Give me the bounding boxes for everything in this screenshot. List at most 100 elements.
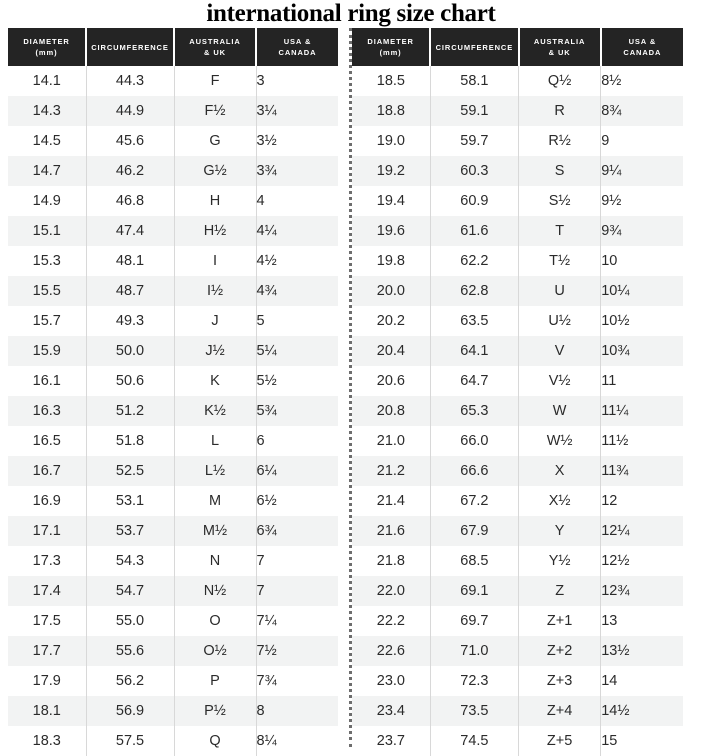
cell-circumference: 44.9 xyxy=(86,96,175,126)
cell-usa-canada: 11½ xyxy=(600,426,683,456)
cell-diameter: 16.1 xyxy=(8,366,87,396)
table-row: 18.8 59.1 R 8¾ xyxy=(352,96,683,126)
cell-usa-canada: 14½ xyxy=(600,696,683,726)
cell-circumference: 54.7 xyxy=(86,576,175,606)
cell-usa-canada: 3¼ xyxy=(256,96,338,126)
cell-diameter: 23.4 xyxy=(352,696,431,726)
table-row: 14.9 46.8 H 4 xyxy=(8,186,338,216)
cell-usa-canada: 10¼ xyxy=(600,276,683,306)
table-divider xyxy=(349,28,355,747)
cell-diameter: 18.5 xyxy=(352,66,431,96)
table-row: 14.5 45.6 G 3½ xyxy=(8,126,338,156)
cell-diameter: 19.4 xyxy=(352,186,431,216)
cell-circumference: 56.2 xyxy=(86,666,175,696)
cell-diameter: 14.5 xyxy=(8,126,87,156)
table-row: 21.0 66.0 W½ 11½ xyxy=(352,426,683,456)
column-header-diameter-unit: (mm) xyxy=(35,48,58,57)
column-header-circumference-label: CIRCUMFERENCE xyxy=(435,42,514,52)
cell-usa-canada: 11¾ xyxy=(600,456,683,486)
cell-diameter: 22.2 xyxy=(352,606,431,636)
cell-usa-canada: 8¾ xyxy=(600,96,683,126)
cell-diameter: 15.5 xyxy=(8,276,87,306)
cell-diameter: 20.0 xyxy=(352,276,431,306)
table-row: 15.1 47.4 H½ 4¼ xyxy=(8,216,338,246)
cell-australia-uk: G xyxy=(174,126,257,156)
cell-australia-uk: M½ xyxy=(174,516,257,546)
cell-diameter: 17.9 xyxy=(8,666,87,696)
cell-australia-uk: H xyxy=(174,186,257,216)
table-row: 20.2 63.5 U½ 10½ xyxy=(352,306,683,336)
cell-circumference: 59.1 xyxy=(430,96,520,126)
cell-usa-canada: 3½ xyxy=(256,126,338,156)
cell-diameter: 18.3 xyxy=(8,726,87,756)
cell-australia-uk: Q½ xyxy=(518,66,602,96)
cell-usa-canada: 10¾ xyxy=(600,336,683,366)
cell-circumference: 69.7 xyxy=(430,606,520,636)
cell-circumference: 60.3 xyxy=(430,156,520,186)
table-row: 21.6 67.9 Y 12¼ xyxy=(352,516,683,546)
column-header-diameter-label: DIAMETER xyxy=(367,37,414,46)
cell-usa-canada: 10 xyxy=(600,246,683,276)
cell-australia-uk: W½ xyxy=(518,426,602,456)
cell-diameter: 22.6 xyxy=(352,636,431,666)
cell-usa-canada: 15 xyxy=(600,726,683,756)
ring-size-table-left: DIAMETER (mm) CIRCUMFERENCE AUSTRALIA & … xyxy=(8,28,338,756)
cell-usa-canada: 9¾ xyxy=(600,216,683,246)
cell-australia-uk: I½ xyxy=(174,276,257,306)
column-header-australia-uk-line1: AUSTRALIA xyxy=(533,37,586,46)
table-row: 22.0 69.1 Z 12¾ xyxy=(352,576,683,606)
cell-diameter: 22.0 xyxy=(352,576,431,606)
table-row: 19.0 59.7 R½ 9 xyxy=(352,126,683,156)
table-row: 15.5 48.7 I½ 4¾ xyxy=(8,276,338,306)
cell-usa-canada: 11¼ xyxy=(600,396,683,426)
table-row: 21.2 66.6 X 11¾ xyxy=(352,456,683,486)
cell-australia-uk: J xyxy=(174,306,257,336)
cell-circumference: 64.7 xyxy=(430,366,520,396)
column-header-usa-canada-line2: CANADA xyxy=(278,48,317,57)
cell-australia-uk: Z+3 xyxy=(518,666,602,696)
table-row: 23.0 72.3 Z+3 14 xyxy=(352,666,683,696)
cell-diameter: 20.6 xyxy=(352,366,431,396)
cell-diameter: 18.1 xyxy=(8,696,87,726)
cell-usa-canada: 7¼ xyxy=(256,606,338,636)
cell-circumference: 58.1 xyxy=(430,66,520,96)
cell-usa-canada: 7¾ xyxy=(256,666,338,696)
cell-usa-canada: 9½ xyxy=(600,186,683,216)
cell-diameter: 21.4 xyxy=(352,486,431,516)
cell-usa-canada: 5 xyxy=(256,306,338,336)
column-header-diameter-unit: (mm) xyxy=(379,48,402,57)
cell-australia-uk: O xyxy=(174,606,257,636)
cell-australia-uk: U xyxy=(518,276,602,306)
table-body-right: 18.5 58.1 Q½ 8½ 18.8 59.1 R 8¾ 19.0 59.7 R½ 9 19.2 60… xyxy=(352,66,683,756)
table-row: 21.4 67.2 X½ 12 xyxy=(352,486,683,516)
cell-usa-canada: 5¼ xyxy=(256,336,338,366)
cell-diameter: 17.4 xyxy=(8,576,87,606)
cell-usa-canada: 6 xyxy=(256,426,338,456)
table-row: 23.7 74.5 Z+5 15 xyxy=(352,726,683,756)
table-row: 19.4 60.9 S½ 9½ xyxy=(352,186,683,216)
cell-circumference: 54.3 xyxy=(86,546,175,576)
cell-circumference: 51.8 xyxy=(86,426,175,456)
table-row: 16.5 51.8 L 6 xyxy=(8,426,338,456)
cell-diameter: 14.1 xyxy=(8,66,87,96)
table-row: 15.9 50.0 J½ 5¼ xyxy=(8,336,338,366)
table-row: 17.4 54.7 N½ 7 xyxy=(8,576,338,606)
column-header-diameter-label: DIAMETER xyxy=(23,37,70,46)
cell-diameter: 23.0 xyxy=(352,666,431,696)
header-row: DIAMETER (mm) CIRCUMFERENCE AUSTRALIA & … xyxy=(8,28,338,66)
cell-diameter: 19.8 xyxy=(352,246,431,276)
cell-australia-uk: S½ xyxy=(518,186,602,216)
cell-circumference: 68.5 xyxy=(430,546,520,576)
table-row: 17.9 56.2 P 7¾ xyxy=(8,666,338,696)
cell-circumference: 50.0 xyxy=(86,336,175,366)
column-header-diameter: DIAMETER (mm) xyxy=(352,28,432,66)
cell-circumference: 44.3 xyxy=(86,66,175,96)
cell-usa-canada: 4 xyxy=(256,186,338,216)
cell-diameter: 16.9 xyxy=(8,486,87,516)
cell-circumference: 57.5 xyxy=(86,726,175,756)
cell-circumference: 72.3 xyxy=(430,666,520,696)
cell-usa-canada: 8 xyxy=(256,696,338,726)
cell-australia-uk: N½ xyxy=(174,576,257,606)
cell-australia-uk: X½ xyxy=(518,486,602,516)
cell-circumference: 67.9 xyxy=(430,516,520,546)
